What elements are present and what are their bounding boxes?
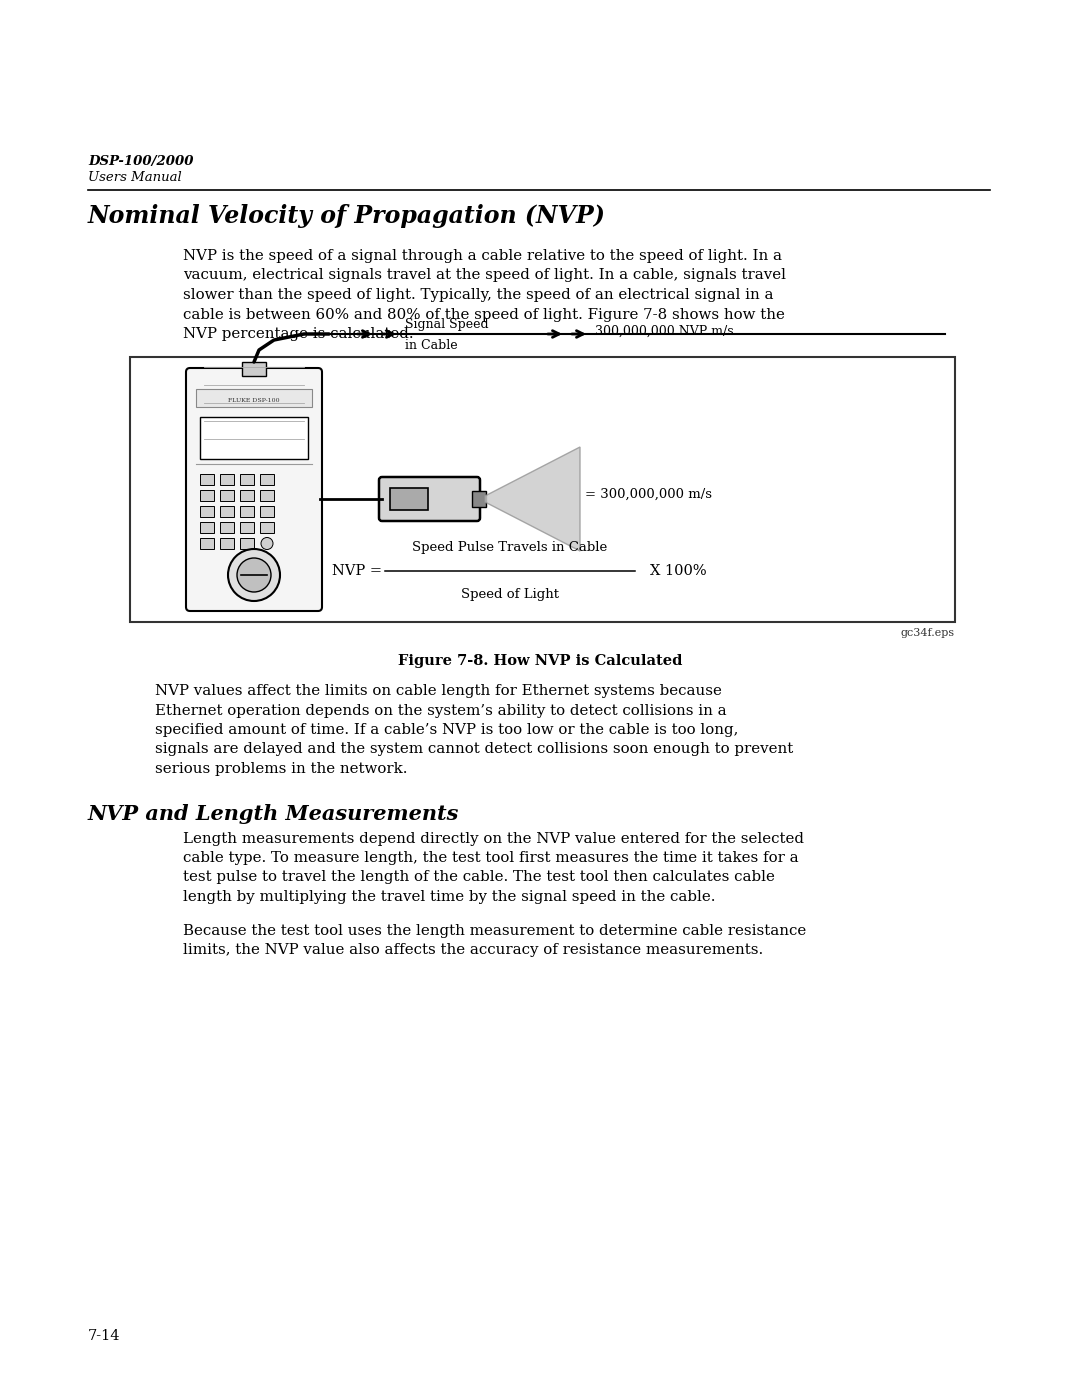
Bar <box>390 488 428 510</box>
Bar <box>240 506 254 517</box>
Text: 300,000,000 NVP m/s: 300,000,000 NVP m/s <box>595 324 733 338</box>
Bar <box>240 522 254 534</box>
FancyBboxPatch shape <box>186 367 322 610</box>
Text: NVP =: NVP = <box>332 564 382 578</box>
Bar <box>242 362 266 376</box>
Text: NVP and Length Measurements: NVP and Length Measurements <box>87 803 459 823</box>
Text: = 300,000,000 m/s: = 300,000,000 m/s <box>585 488 712 500</box>
Text: NVP values affect the limits on cable length for Ethernet systems because: NVP values affect the limits on cable le… <box>156 685 721 698</box>
Text: cable is between 60% and 80% of the speed of light. Figure 7-8 shows how the: cable is between 60% and 80% of the spee… <box>183 307 785 321</box>
Text: NVP percentage is calculated.: NVP percentage is calculated. <box>183 327 414 341</box>
Bar <box>200 416 308 460</box>
Bar <box>220 506 234 517</box>
Text: Speed of Light: Speed of Light <box>461 588 559 601</box>
Text: NVP is the speed of a signal through a cable relative to the speed of light. In : NVP is the speed of a signal through a c… <box>183 249 782 263</box>
Bar <box>472 490 486 507</box>
Bar <box>200 522 214 534</box>
Bar <box>260 474 274 485</box>
Circle shape <box>261 538 273 549</box>
Text: Users Manual: Users Manual <box>87 170 181 184</box>
Text: limits, the NVP value also affects the accuracy of resistance measurements.: limits, the NVP value also affects the a… <box>183 943 764 957</box>
Bar <box>220 538 234 549</box>
Text: gc34f.eps: gc34f.eps <box>901 629 955 638</box>
Bar <box>200 538 214 549</box>
Text: in Cable: in Cable <box>405 339 458 352</box>
Circle shape <box>228 549 280 601</box>
Bar <box>260 490 274 502</box>
Text: slower than the speed of light. Typically, the speed of an electrical signal in : slower than the speed of light. Typicall… <box>183 288 773 302</box>
Text: FLUKE DSP-100: FLUKE DSP-100 <box>228 398 280 402</box>
Text: cable type. To measure length, the test tool first measures the time it takes fo: cable type. To measure length, the test … <box>183 851 798 865</box>
Polygon shape <box>485 447 580 550</box>
Text: 7-14: 7-14 <box>87 1329 121 1343</box>
Bar <box>220 474 234 485</box>
Text: length by multiplying the travel time by the signal speed in the cable.: length by multiplying the travel time by… <box>183 890 715 904</box>
Text: DSP-100/2000: DSP-100/2000 <box>87 155 193 168</box>
Bar <box>130 358 955 622</box>
Text: Length measurements depend directly on the NVP value entered for the selected: Length measurements depend directly on t… <box>183 831 804 845</box>
FancyBboxPatch shape <box>379 476 480 521</box>
Text: serious problems in the network.: serious problems in the network. <box>156 761 407 775</box>
Text: Signal Speed: Signal Speed <box>405 319 488 331</box>
Circle shape <box>237 557 271 592</box>
Bar <box>260 506 274 517</box>
Text: vacuum, electrical signals travel at the speed of light. In a cable, signals tra: vacuum, electrical signals travel at the… <box>183 268 786 282</box>
Bar <box>240 490 254 502</box>
Text: signals are delayed and the system cannot detect collisions soon enough to preve: signals are delayed and the system canno… <box>156 742 793 757</box>
Bar <box>220 490 234 502</box>
Bar <box>200 490 214 502</box>
Bar <box>200 474 214 485</box>
Text: Nominal Velocity of Propagation (NVP): Nominal Velocity of Propagation (NVP) <box>87 204 606 228</box>
Bar <box>220 522 234 534</box>
Text: Figure 7-8. How NVP is Calculated: Figure 7-8. How NVP is Calculated <box>397 654 683 668</box>
Text: Speed Pulse Travels in Cable: Speed Pulse Travels in Cable <box>413 541 608 555</box>
Bar <box>195 388 312 407</box>
Bar <box>200 506 214 517</box>
Bar <box>240 538 254 549</box>
Text: Ethernet operation depends on the system’s ability to detect collisions in a: Ethernet operation depends on the system… <box>156 704 727 718</box>
Text: test pulse to travel the length of the cable. The test tool then calculates cabl: test pulse to travel the length of the c… <box>183 870 774 884</box>
Text: X 100%: X 100% <box>650 564 706 578</box>
Bar <box>260 522 274 534</box>
Text: Because the test tool uses the length measurement to determine cable resistance: Because the test tool uses the length me… <box>183 923 807 937</box>
Bar <box>240 474 254 485</box>
Text: specified amount of time. If a cable’s NVP is too low or the cable is too long,: specified amount of time. If a cable’s N… <box>156 724 739 738</box>
